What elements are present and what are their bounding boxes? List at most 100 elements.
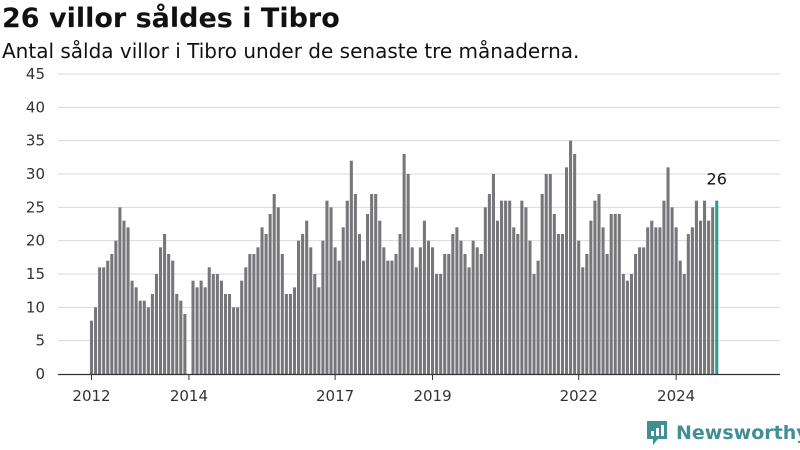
bar <box>276 207 280 374</box>
bar <box>422 220 426 374</box>
bar <box>175 294 179 374</box>
bar <box>183 314 187 374</box>
y-tick-label: 40 <box>26 98 45 116</box>
bar <box>134 287 138 374</box>
bar <box>694 200 698 374</box>
bar <box>268 214 272 374</box>
bar <box>297 240 301 374</box>
x-tick-label: 2019 <box>413 387 451 405</box>
bar <box>471 240 475 374</box>
bar <box>142 300 146 374</box>
bar <box>301 234 305 374</box>
bar <box>638 247 642 374</box>
y-tick-label: 30 <box>26 165 45 183</box>
bar <box>195 287 199 374</box>
y-tick-label: 45 <box>26 65 45 83</box>
bar <box>378 220 382 374</box>
bar <box>264 234 268 374</box>
bar <box>223 294 228 374</box>
bar <box>256 247 260 374</box>
bar <box>508 200 512 374</box>
bar <box>609 214 613 374</box>
bar <box>280 254 284 374</box>
bar <box>94 307 98 374</box>
bar <box>418 247 422 374</box>
bar <box>504 200 508 374</box>
bar <box>491 174 495 374</box>
bar <box>605 254 609 374</box>
bar <box>658 227 662 374</box>
bar <box>670 207 674 374</box>
bar <box>548 174 552 374</box>
bar <box>345 200 349 374</box>
bar <box>211 274 215 374</box>
bar <box>398 234 402 374</box>
bar <box>207 267 211 374</box>
bar <box>629 274 634 374</box>
bar <box>552 214 556 374</box>
bar <box>589 220 593 374</box>
bar <box>634 254 638 374</box>
bar <box>106 260 110 374</box>
bar <box>337 260 341 374</box>
bar <box>443 254 447 374</box>
chart-title: 26 villor såldes i Tibro <box>2 3 340 34</box>
y-tick-label: 0 <box>35 365 45 383</box>
last-value-label: 26 <box>707 170 727 189</box>
bar <box>435 274 439 374</box>
bar <box>240 280 244 374</box>
brand-logo: Newsworthy <box>645 420 800 446</box>
bar <box>601 227 605 374</box>
bar <box>252 254 256 374</box>
bar <box>118 207 122 374</box>
bar <box>102 267 106 374</box>
bar <box>288 294 292 374</box>
bar <box>487 194 491 374</box>
bar <box>483 207 487 374</box>
bar <box>447 254 451 374</box>
bar <box>532 274 536 374</box>
bar <box>597 194 601 374</box>
bar <box>122 220 126 374</box>
bar <box>321 240 325 374</box>
bar <box>353 194 357 374</box>
bar <box>146 307 150 374</box>
bar <box>284 294 288 374</box>
bar <box>163 234 167 374</box>
bar <box>158 247 163 374</box>
bars <box>89 140 719 374</box>
bar <box>272 194 276 374</box>
bar <box>642 247 646 374</box>
bar <box>540 194 544 374</box>
bar <box>556 234 560 374</box>
bar <box>500 200 504 374</box>
bar <box>520 200 524 374</box>
x-tick-label: 2017 <box>316 387 354 405</box>
bar <box>625 280 629 374</box>
bar <box>130 280 134 374</box>
bar <box>236 307 240 374</box>
bar <box>382 247 386 374</box>
bar <box>646 227 650 374</box>
bar <box>374 194 378 374</box>
y-tick-label: 10 <box>26 298 45 316</box>
y-tick-label: 15 <box>26 265 45 283</box>
bar <box>585 254 589 374</box>
bar <box>313 274 317 374</box>
bar <box>138 300 142 374</box>
bar <box>674 227 678 374</box>
bar <box>305 220 309 374</box>
bar <box>475 247 479 374</box>
bar <box>292 287 297 374</box>
bar <box>126 227 130 374</box>
bar <box>564 167 569 374</box>
bar <box>414 267 418 374</box>
bar <box>459 240 463 374</box>
y-axis-labels: 0 5 10 15 20 25 30 35 40 45 <box>26 65 45 383</box>
bar <box>544 174 548 374</box>
bar <box>329 207 333 374</box>
bar <box>711 207 715 374</box>
bar <box>260 227 264 374</box>
bar <box>357 234 361 374</box>
bar <box>650 220 654 374</box>
